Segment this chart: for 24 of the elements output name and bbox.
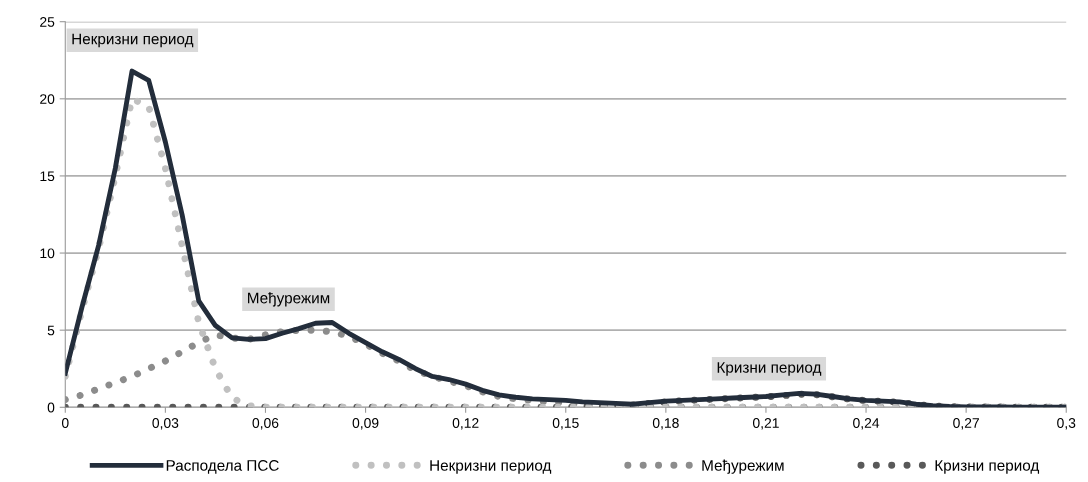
- x-tick-label: 0,3: [1057, 418, 1076, 430]
- y-tick-label: 10: [40, 248, 55, 259]
- annotation: Некризни период: [72, 33, 194, 48]
- y-tick-label: 0: [47, 402, 55, 413]
- x-tick-label: 0,21: [752, 418, 779, 430]
- y-tick-label: 20: [40, 94, 55, 104]
- annotation: Међурежим: [248, 292, 330, 307]
- y-tick-label: 5: [47, 325, 55, 336]
- y-tick-label: 25: [40, 17, 55, 27]
- legend-label: Некризни период: [430, 460, 552, 474]
- y-tick-label: 15: [40, 171, 55, 182]
- legend-label: Расподела ПСС: [166, 460, 279, 474]
- legend-label: Кризни период: [935, 460, 1040, 474]
- x-tick-label: 0,18: [652, 418, 679, 430]
- x-tick-label: 0,09: [352, 418, 379, 430]
- x-tick-label: 0,24: [853, 418, 880, 430]
- x-tick-label: 0,03: [152, 418, 179, 430]
- x-tick-label: 0,06: [252, 418, 279, 430]
- annotation: Кризни период: [717, 362, 822, 376]
- legend-label: Међурежим: [702, 459, 784, 474]
- x-tick-label: 0: [61, 418, 69, 428]
- x-tick-label: 0,12: [452, 418, 479, 430]
- x-tick-label: 0,15: [552, 418, 579, 430]
- x-tick-label: 0,27: [953, 418, 979, 430]
